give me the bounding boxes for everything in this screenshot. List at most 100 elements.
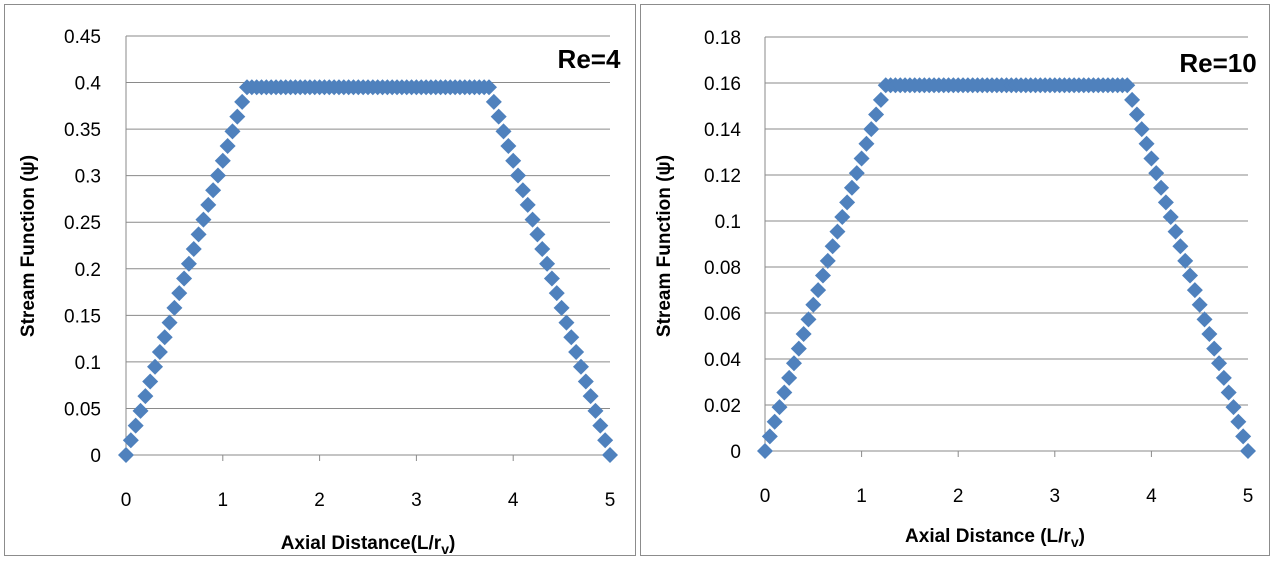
- data-point: [229, 108, 246, 125]
- data-point: [548, 285, 565, 302]
- data-point: [602, 447, 618, 463]
- y-tick-label: 0.25: [64, 213, 101, 234]
- data-point: [132, 402, 149, 419]
- y-tick-label: 0.4: [75, 74, 102, 95]
- data-point: [219, 138, 236, 155]
- data-point: [839, 194, 856, 211]
- data-point: [505, 152, 522, 169]
- y-tick-label: 0.45: [64, 27, 101, 48]
- x-tick-label: 4: [508, 490, 519, 511]
- y-tick-label: 0.1: [715, 212, 741, 233]
- data-point: [795, 325, 812, 342]
- x-tick-label: 1: [218, 490, 229, 511]
- data-point: [1191, 296, 1208, 313]
- data-point: [843, 179, 860, 196]
- y-tick-label: 0: [90, 446, 101, 467]
- data-point: [766, 413, 783, 430]
- data-point: [195, 211, 212, 228]
- data-point: [481, 79, 497, 96]
- data-point: [558, 314, 575, 331]
- chart-panel-re10: [640, 4, 1270, 556]
- data-point: [1172, 238, 1189, 255]
- x-axis-title-suffix: ): [449, 533, 455, 554]
- y-tick-label: 0.05: [64, 399, 101, 420]
- data-point: [1119, 77, 1136, 94]
- data-point: [872, 91, 889, 108]
- y-tick-label: 0.06: [704, 304, 741, 325]
- data-point: [597, 432, 614, 449]
- data-point: [142, 373, 159, 390]
- y-tick-label: 0.04: [704, 350, 741, 371]
- y-tick-label: 0.2: [75, 260, 101, 281]
- x-axis-title-subscript: v: [1071, 534, 1079, 550]
- y-tick-label: 0: [730, 442, 741, 463]
- data-point: [848, 165, 865, 182]
- data-point: [824, 238, 841, 255]
- x-tick-label: 1: [856, 486, 867, 507]
- data-point: [1235, 428, 1252, 445]
- data-point: [1138, 135, 1155, 152]
- x-axis-title-suffix: ): [1079, 526, 1085, 547]
- data-point: [572, 358, 589, 375]
- data-point: [1177, 252, 1194, 269]
- x-tick-label: 0: [121, 490, 132, 511]
- data-point: [1206, 340, 1223, 357]
- data-point: [490, 108, 507, 125]
- data-point: [234, 93, 251, 110]
- data-point: [1162, 208, 1179, 225]
- data-point: [534, 241, 551, 258]
- data-point: [1220, 384, 1237, 401]
- x-tick-label: 0: [760, 486, 771, 507]
- x-tick-label: 3: [411, 490, 422, 511]
- y-tick-label: 0.02: [704, 396, 741, 417]
- data-point: [1128, 106, 1145, 123]
- data-point: [790, 340, 807, 357]
- data-point: [127, 417, 144, 434]
- data-point: [805, 296, 822, 313]
- data-point: [863, 121, 880, 138]
- chart-re4: 0 0.05 0.1 0.15 0.2 0.25 0.3 0.35 0.4 0.45 0 1 2 3 4 5 S…: [18, 27, 621, 557]
- data-point: [524, 211, 541, 228]
- chart-panel-re4: [4, 4, 636, 556]
- data-point: [500, 138, 517, 155]
- data-point: [529, 226, 546, 243]
- data-point: [1230, 413, 1247, 430]
- data-point: [1157, 194, 1174, 211]
- data-point: [166, 299, 183, 316]
- x-tick-label: 2: [314, 490, 325, 511]
- data-point: [485, 93, 502, 110]
- data-point: [495, 123, 512, 140]
- data-point: [1240, 443, 1256, 459]
- data-point: [539, 255, 556, 272]
- data-point: [214, 152, 231, 169]
- data-point: [858, 135, 875, 152]
- data-point: [1153, 179, 1170, 196]
- data-point: [1201, 325, 1218, 342]
- data-point: [185, 241, 202, 258]
- data-point: [519, 196, 536, 213]
- data-point: [1133, 121, 1150, 138]
- data-point: [757, 443, 773, 459]
- data-point: [1182, 267, 1199, 284]
- reynolds-annotation: Re=10: [1179, 48, 1256, 78]
- data-point: [1225, 399, 1242, 416]
- data-point: [553, 299, 570, 316]
- data-point: [510, 167, 527, 184]
- data-point: [582, 388, 599, 405]
- data-point: [137, 388, 154, 405]
- data-point: [814, 267, 831, 284]
- y-axis-title: Stream Function (ψ): [18, 155, 39, 337]
- data-point: [514, 182, 531, 199]
- data-point: [819, 252, 836, 269]
- data-point: [834, 208, 851, 225]
- y-tick-label: 0.35: [64, 120, 101, 141]
- x-axis-title-main: Axial Distance (L/r: [905, 526, 1071, 547]
- data-point: [785, 355, 802, 372]
- x-axis-title-main: Axial Distance(L/r: [281, 533, 442, 554]
- y-tick-label: 0.14: [704, 120, 741, 141]
- data-point: [587, 402, 604, 419]
- data-point: [568, 344, 585, 361]
- y-tick-label: 0.15: [64, 306, 101, 327]
- data-point: [853, 150, 870, 167]
